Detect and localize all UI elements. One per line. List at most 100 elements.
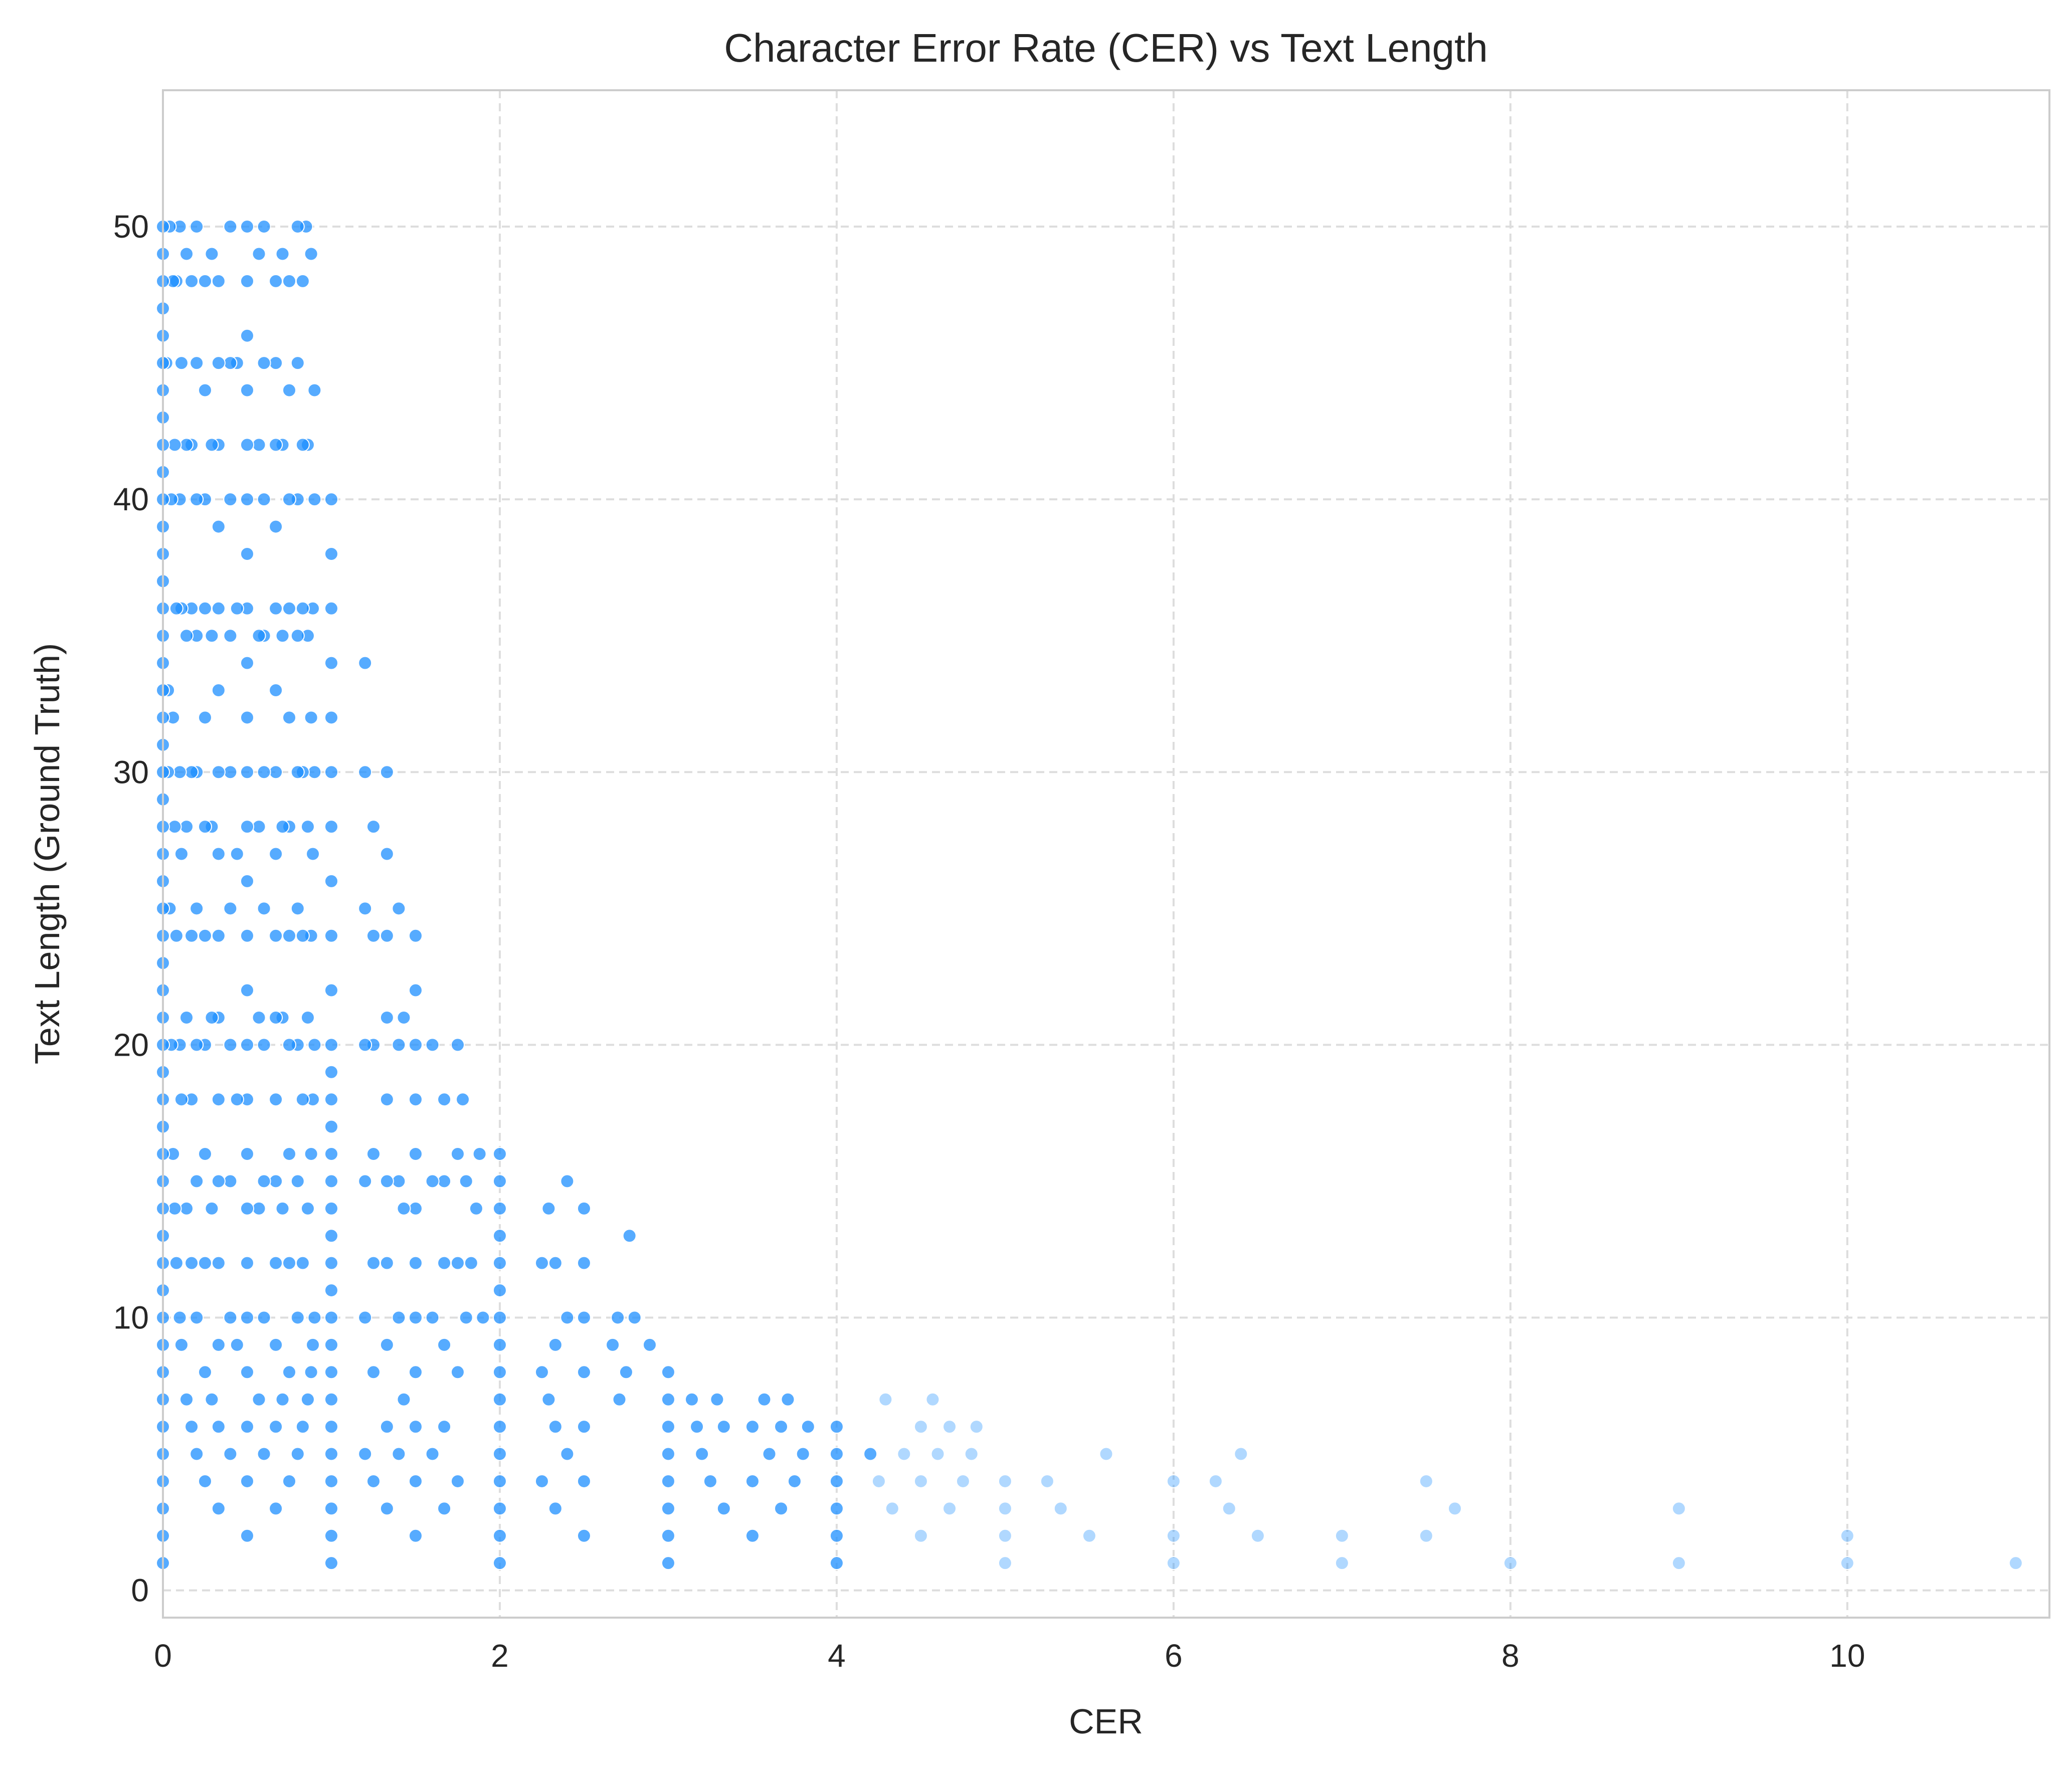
data-point <box>913 1474 928 1488</box>
data-point <box>240 1038 254 1052</box>
data-point <box>269 1010 283 1025</box>
data-point <box>661 1420 675 1434</box>
data-point <box>190 1038 204 1052</box>
data-point <box>198 710 212 725</box>
data-point <box>184 1420 199 1434</box>
data-point <box>408 1310 423 1325</box>
data-point <box>230 847 244 861</box>
data-point <box>257 1447 271 1461</box>
data-point <box>358 765 372 779</box>
data-point <box>897 1447 911 1461</box>
data-point <box>380 1337 394 1352</box>
data-point <box>324 928 338 943</box>
data-point <box>290 356 305 370</box>
data-point <box>205 1201 219 1216</box>
data-point <box>169 1256 183 1270</box>
data-point <box>548 1420 562 1434</box>
data-point <box>450 1147 465 1161</box>
x-tick-label: 6 <box>1165 1638 1183 1674</box>
data-point <box>252 629 266 643</box>
data-point <box>290 629 305 643</box>
data-point <box>190 1447 204 1461</box>
data-point <box>257 1174 271 1189</box>
data-point <box>304 1147 318 1161</box>
data-point <box>392 1447 406 1461</box>
data-point <box>324 1447 338 1461</box>
y-tick-label: 10 <box>113 1299 149 1335</box>
data-point <box>269 1501 283 1516</box>
data-point <box>380 1092 394 1107</box>
data-point <box>240 492 254 507</box>
data-point <box>205 438 219 452</box>
data-point <box>306 1337 320 1352</box>
data-point <box>492 1474 507 1488</box>
data-point <box>198 1147 212 1161</box>
data-point <box>964 1447 979 1461</box>
data-point <box>223 1310 238 1325</box>
y-tick-label: 30 <box>113 754 149 790</box>
data-point <box>205 247 219 261</box>
data-point <box>1222 1501 1236 1516</box>
data-point <box>425 1038 440 1052</box>
data-point <box>469 1201 483 1216</box>
data-point <box>223 765 238 779</box>
data-point <box>240 220 254 234</box>
x-tick-label: 0 <box>154 1638 172 1674</box>
data-point <box>269 356 283 370</box>
data-point <box>358 1174 372 1189</box>
data-point <box>275 629 290 643</box>
data-point <box>619 1365 633 1380</box>
data-point <box>878 1392 893 1407</box>
data-point <box>269 683 283 698</box>
data-point <box>380 1501 394 1516</box>
data-point <box>380 1256 394 1270</box>
data-point <box>425 1310 440 1325</box>
data-point <box>295 601 310 616</box>
data-point <box>230 1092 244 1107</box>
data-point <box>476 1310 490 1325</box>
data-point <box>240 1310 254 1325</box>
data-point <box>230 601 244 616</box>
data-point <box>190 356 204 370</box>
data-point <box>392 1174 406 1189</box>
data-point <box>282 928 296 943</box>
data-point <box>459 1174 473 1189</box>
data-point <box>492 1147 507 1161</box>
data-point <box>913 1528 928 1543</box>
data-point <box>211 1420 226 1434</box>
data-point <box>829 1474 844 1488</box>
data-point <box>269 847 283 861</box>
data-point <box>184 765 199 779</box>
data-point <box>290 1310 305 1325</box>
data-point <box>307 1310 322 1325</box>
data-point <box>198 274 212 288</box>
data-point <box>380 1010 394 1025</box>
data-point <box>829 1528 844 1543</box>
data-point <box>167 1201 182 1216</box>
data-point <box>324 1474 338 1488</box>
data-point <box>300 1392 315 1407</box>
data-point <box>392 1310 406 1325</box>
x-tick-label: 8 <box>1501 1638 1520 1674</box>
data-point <box>269 438 283 452</box>
data-point <box>472 1147 487 1161</box>
data-point <box>324 1420 338 1434</box>
data-point <box>230 1337 244 1352</box>
data-point <box>492 1420 507 1434</box>
data-point <box>240 1256 254 1270</box>
data-point <box>198 1256 212 1270</box>
data-point <box>269 1256 283 1270</box>
data-point <box>252 1201 266 1216</box>
data-point <box>380 1420 394 1434</box>
data-point <box>324 710 338 725</box>
data-point <box>205 629 219 643</box>
data-point <box>358 1447 372 1461</box>
data-point <box>295 928 310 943</box>
data-point <box>492 1528 507 1543</box>
data-point <box>307 765 322 779</box>
data-point <box>695 1447 709 1461</box>
data-point <box>324 1337 338 1352</box>
data-point <box>211 274 226 288</box>
data-point <box>205 1010 219 1025</box>
